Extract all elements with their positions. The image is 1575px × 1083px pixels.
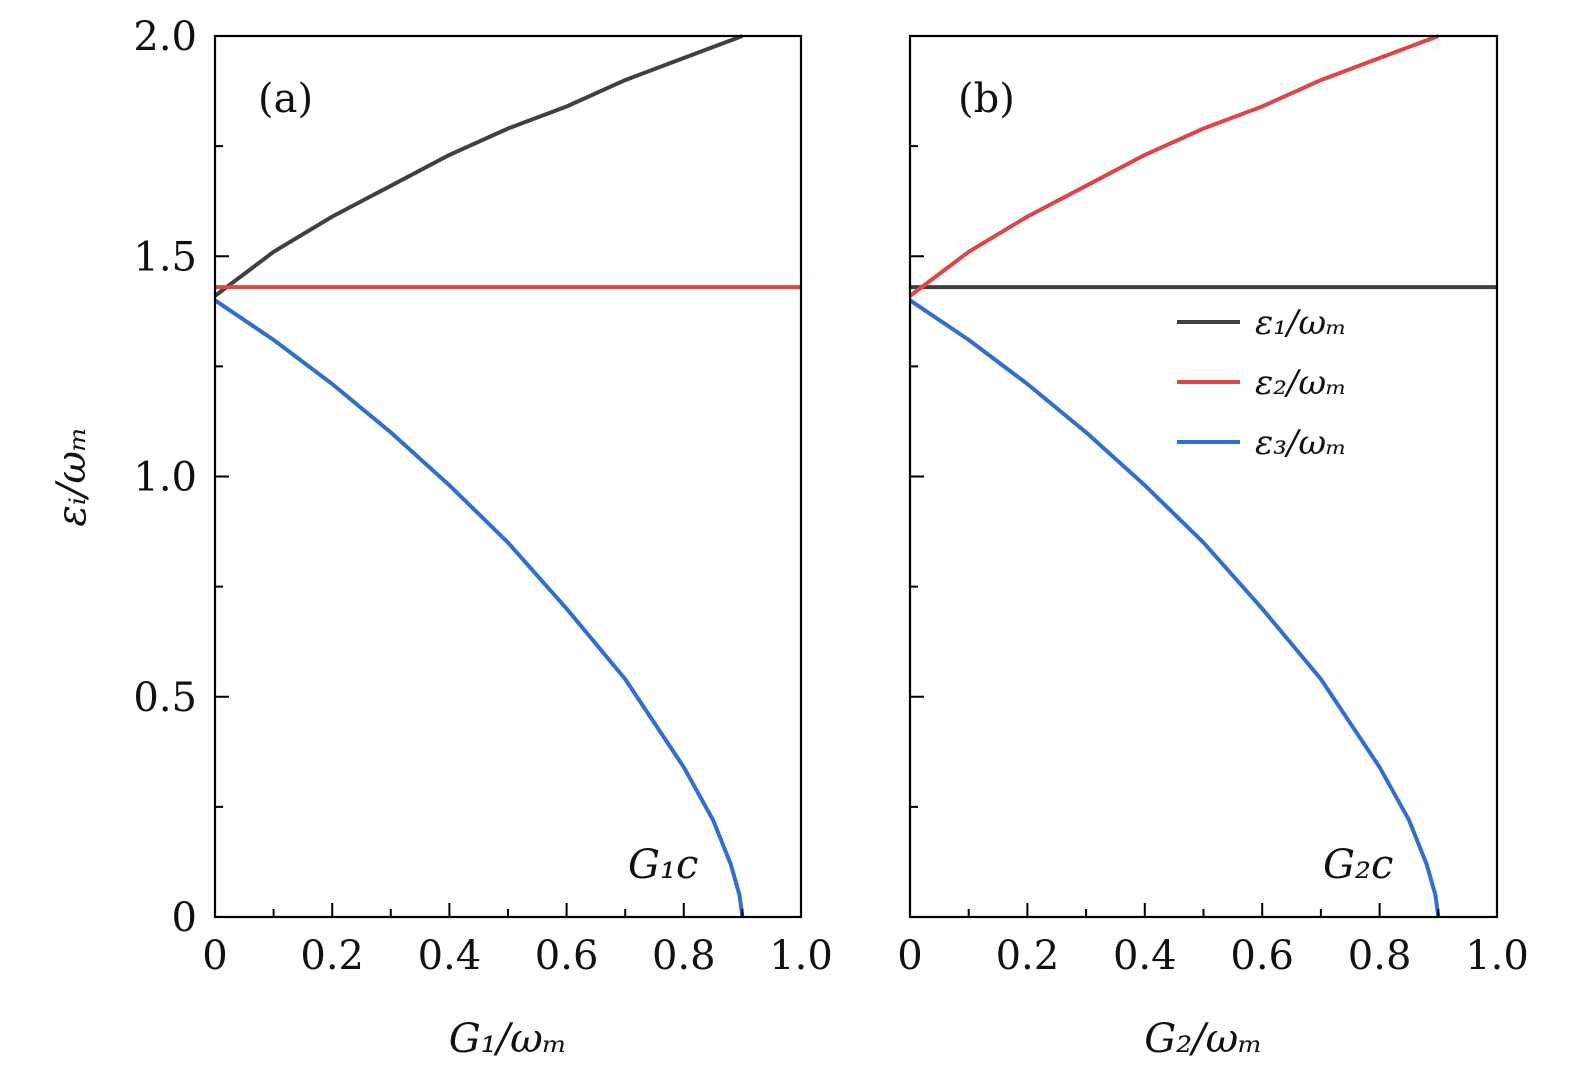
x-tick-label: 1.0: [1465, 933, 1529, 979]
x-tick-label: 0: [202, 933, 227, 979]
x-tick-label: 0.6: [1230, 933, 1294, 979]
x-tick-label: 0.2: [300, 933, 364, 979]
series-line-3: [213, 298, 745, 918]
plot-frame: [213, 34, 803, 919]
x-tick-label: 0.2: [996, 933, 1060, 979]
x-tick-label: 1.0: [769, 933, 833, 979]
x-tick-label: 0: [897, 933, 922, 979]
y-tick-label: 2.0: [133, 14, 197, 60]
panel-b: 0 0.2 0.4 0.6 0.8 1.0 G₂/ωₘ (b) G₂c ε₁/ωₘ ε₂/ωₘ ε₃/…: [897, 34, 1529, 1062]
x-tick-label: 0.6: [535, 933, 599, 979]
x-tick-label: 0.8: [1348, 933, 1412, 979]
panel-label: (a): [258, 76, 313, 122]
series-line-1: [213, 34, 744, 298]
critical-coupling-annotation: G₁c: [628, 842, 698, 888]
series-line-3: [908, 298, 1441, 918]
y-axis-label: εᵢ/ωₘ: [49, 426, 95, 526]
x-axis-label: G₂/ωₘ: [1144, 1016, 1263, 1062]
y-tick-label: 0.5: [133, 675, 197, 721]
x-tick-label: 0.8: [652, 933, 716, 979]
legend: ε₁/ωₘ ε₂/ωₘ ε₃/ωₘ: [1177, 303, 1347, 463]
y-tick-label: 1.5: [133, 234, 197, 280]
panel-a: 0 0.2 0.4 0.6 0.8 1.0 0 0.5 1.0 1.5 2.0 G₁/ωₘ εᵢ/ωₘ (…: [49, 14, 833, 1062]
y-tick-label: 1.0: [133, 455, 197, 501]
x-tick-label: 0.4: [418, 933, 482, 979]
legend-label: ε₁/ωₘ: [1255, 303, 1347, 343]
legend-label: ε₂/ωₘ: [1255, 363, 1347, 403]
x-axis-label: G₁/ωₘ: [449, 1016, 568, 1062]
series-line-2: [908, 34, 1440, 298]
critical-coupling-annotation: G₂c: [1323, 842, 1393, 888]
y-tick-label: 0: [172, 895, 197, 941]
plot-frame: [908, 34, 1499, 919]
panel-label: (b): [958, 76, 1015, 122]
legend-label: ε₃/ωₘ: [1255, 423, 1347, 463]
x-tick-label: 0.4: [1113, 933, 1177, 979]
